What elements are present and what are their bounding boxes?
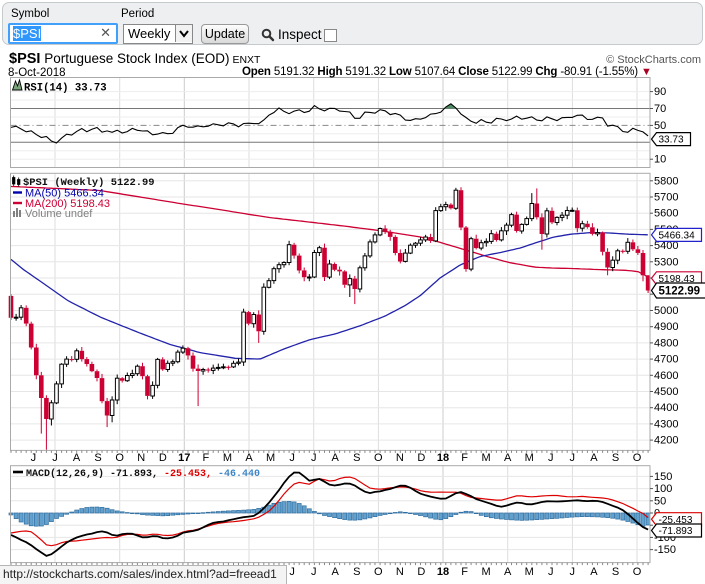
svg-text:17: 17 xyxy=(178,452,190,464)
svg-text:O: O xyxy=(115,452,124,464)
svg-text:150: 150 xyxy=(654,471,672,483)
svg-text:N: N xyxy=(137,452,145,464)
svg-text:S: S xyxy=(353,452,360,464)
svg-text:F: F xyxy=(461,452,468,464)
svg-text:D: D xyxy=(417,566,425,578)
svg-text:J: J xyxy=(548,566,554,578)
svg-text:Volume undef: Volume undef xyxy=(25,208,93,220)
svg-text:5300: 5300 xyxy=(654,256,678,268)
svg-text:O: O xyxy=(633,566,642,578)
svg-text:A: A xyxy=(73,452,81,464)
svg-text:70: 70 xyxy=(654,103,666,115)
svg-text:D: D xyxy=(417,452,425,464)
svg-text:5600: 5600 xyxy=(654,208,678,220)
svg-text:5466.34: 5466.34 xyxy=(659,231,696,242)
svg-text:-71.893: -71.893 xyxy=(659,526,693,537)
svg-text:4500: 4500 xyxy=(654,386,678,398)
svg-text:10: 10 xyxy=(654,154,666,166)
svg-text:90: 90 xyxy=(654,86,666,98)
svg-text:J: J xyxy=(570,566,576,578)
svg-text:18: 18 xyxy=(437,452,449,464)
svg-text:S: S xyxy=(353,566,360,578)
svg-text:5000: 5000 xyxy=(654,305,678,317)
svg-text:50: 50 xyxy=(654,120,666,132)
svg-text:F: F xyxy=(461,566,468,578)
svg-text:M: M xyxy=(482,452,491,464)
svg-text:J: J xyxy=(548,452,554,464)
svg-text:A: A xyxy=(590,452,598,464)
svg-text:A: A xyxy=(332,566,340,578)
svg-text:M: M xyxy=(525,566,534,578)
svg-text:N: N xyxy=(396,452,404,464)
svg-text:J: J xyxy=(570,452,576,464)
svg-text:4900: 4900 xyxy=(654,321,678,333)
svg-text:J: J xyxy=(289,452,295,464)
svg-text:O: O xyxy=(374,566,383,578)
svg-text:A: A xyxy=(590,566,598,578)
svg-text:5122.99: 5122.99 xyxy=(659,286,701,298)
svg-text:A: A xyxy=(504,452,512,464)
svg-text:RSI(14) 33.73: RSI(14) 33.73 xyxy=(24,83,107,95)
svg-text:J: J xyxy=(52,452,58,464)
svg-text:S: S xyxy=(612,452,619,464)
svg-text:M: M xyxy=(223,452,232,464)
svg-text:F: F xyxy=(203,452,210,464)
svg-text:5700: 5700 xyxy=(654,192,678,204)
svg-text:S: S xyxy=(94,452,101,464)
svg-text:MACD(12,26,9) -71.893, -25.453: MACD(12,26,9) -71.893, -25.453, -46.440 xyxy=(26,468,260,480)
svg-text:4400: 4400 xyxy=(654,402,678,414)
svg-text:5800: 5800 xyxy=(654,175,678,187)
svg-text:N: N xyxy=(396,566,404,578)
svg-text:A: A xyxy=(504,566,512,578)
svg-text:S: S xyxy=(612,566,619,578)
svg-text:J: J xyxy=(31,452,37,464)
svg-text:J: J xyxy=(311,452,317,464)
svg-text:O: O xyxy=(633,452,642,464)
svg-text:M: M xyxy=(482,566,491,578)
svg-text:50: 50 xyxy=(654,495,666,507)
svg-text:-150: -150 xyxy=(654,544,676,556)
svg-text:33.73: 33.73 xyxy=(659,135,684,146)
svg-text:4700: 4700 xyxy=(654,354,678,366)
svg-text:4300: 4300 xyxy=(654,418,678,430)
svg-text:4800: 4800 xyxy=(654,337,678,349)
svg-text:A: A xyxy=(332,452,340,464)
svg-text:4600: 4600 xyxy=(654,370,678,382)
svg-text:D: D xyxy=(159,452,167,464)
svg-text:O: O xyxy=(374,452,383,464)
svg-text:18: 18 xyxy=(437,566,449,578)
svg-text:J: J xyxy=(289,566,295,578)
svg-text:J: J xyxy=(311,566,317,578)
svg-text:A: A xyxy=(245,452,253,464)
svg-text:M: M xyxy=(525,452,534,464)
svg-text:4200: 4200 xyxy=(654,435,678,447)
svg-text:M: M xyxy=(266,452,275,464)
svg-text:100: 100 xyxy=(654,483,672,495)
